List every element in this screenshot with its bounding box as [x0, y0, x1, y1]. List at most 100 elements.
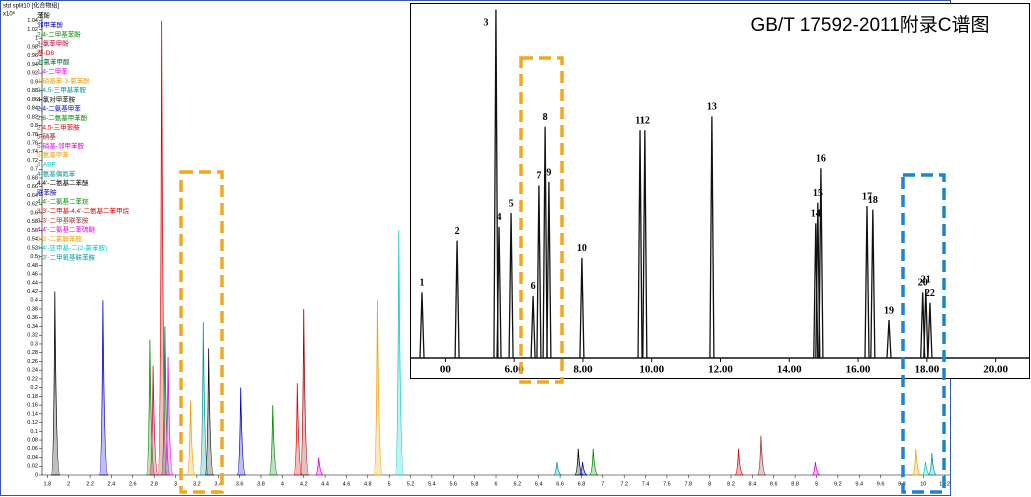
- peak: [315, 457, 324, 476]
- y-tick-label: 0.5: [30, 254, 38, 260]
- y-tick-label: 0.24: [27, 368, 38, 374]
- legend-entry: 1,4-二甲苯: [37, 67, 68, 76]
- y-tick-label: 0.02: [27, 464, 38, 470]
- peak: [373, 300, 383, 476]
- y-tick-label: 0.78: [27, 132, 38, 138]
- peak: [546, 181, 552, 359]
- x-tick-label: 10: [920, 481, 926, 487]
- peak: [98, 300, 109, 476]
- y-tick-label: 0.58: [27, 219, 38, 225]
- x-tick-label: 14.00: [777, 364, 802, 376]
- x-tick-label: 8.4: [749, 481, 757, 487]
- peak-label: 19: [884, 305, 894, 316]
- x-tick-label: 3.2: [193, 481, 201, 487]
- x-tick-label: 7.2: [620, 481, 628, 487]
- y-tick-label: 0.66: [27, 184, 38, 190]
- y-tick-label: 0.28: [27, 350, 38, 356]
- y-tick-label: 0.62: [27, 202, 38, 208]
- peak: [299, 309, 310, 476]
- y-tick-label: 0.88: [27, 88, 38, 94]
- highlight-boxes: [179, 56, 946, 494]
- inset-frame: [410, 3, 1030, 379]
- x-tick-label: 2: [67, 481, 70, 487]
- peak: [493, 9, 499, 359]
- x-tick-label: 2.2: [86, 481, 94, 487]
- peak: [886, 320, 892, 359]
- x-tick-label: 12.00: [708, 364, 733, 376]
- x-tick-label: 2.6: [129, 481, 137, 487]
- peak: [186, 400, 196, 476]
- y-tick-label: 0.6: [30, 210, 38, 216]
- y-tick-label: 0.94: [27, 62, 38, 68]
- peak-label: 2: [455, 226, 460, 237]
- peak: [508, 213, 514, 359]
- y-tick-label: 0.96: [27, 53, 38, 59]
- peak-label: 11: [635, 116, 644, 127]
- y-tick-label: 0.92: [27, 71, 38, 77]
- peak: [236, 387, 247, 476]
- peak-label: 15: [813, 188, 823, 199]
- x-tick-label: 8: [708, 481, 711, 487]
- inset-chart: 00 6.00 8.00 10.00 12.00 14.00 16.00 18.00 20.00…: [411, 9, 1030, 376]
- peak: [757, 435, 767, 476]
- peak: [928, 453, 937, 476]
- chart-title: std split10 [化合物组]: [3, 2, 59, 10]
- peak: [164, 357, 174, 476]
- legend-entry: 4-ABP: [37, 162, 56, 169]
- x-tick-label: 7.6: [663, 481, 671, 487]
- y-tick-label: 0.4: [30, 298, 38, 304]
- peak-label: 7: [536, 171, 541, 182]
- x-tick-label: 9.2: [834, 481, 842, 487]
- legend-entry: 联苯胺: [37, 187, 57, 196]
- peak-label: 10: [577, 243, 587, 254]
- legend-entry: 4,4'-二氨基二苯硫醚: [37, 225, 95, 234]
- x-tick-label: 3.4: [214, 481, 222, 487]
- peak: [553, 461, 562, 476]
- x-tick-label: 5.4: [428, 481, 436, 487]
- legend-entry: 5-硝基: [37, 132, 56, 141]
- x-tick-label: 6.6: [556, 481, 564, 487]
- legend-entry: 3,3'-二甲基-4,4'-二氨基二苯甲烷: [37, 206, 130, 215]
- peak: [496, 226, 502, 359]
- x-tick-label: 4.6: [343, 481, 351, 487]
- peak-label: 21: [921, 274, 931, 285]
- y-tick-label: 0.22: [27, 376, 38, 382]
- legend-entry: 2,6-二氨基甲苯酚: [37, 113, 88, 122]
- x-tick-label: 4.8: [364, 481, 372, 487]
- x-tick-label: 6: [494, 481, 497, 487]
- x-tick-label: 9.6: [877, 481, 885, 487]
- y-tick-label: 0.84: [27, 106, 38, 112]
- highlight-box: [901, 173, 946, 494]
- peak: [145, 339, 156, 476]
- peak: [157, 20, 168, 476]
- x-tick-label: 6.2: [514, 481, 522, 487]
- peak: [530, 295, 536, 359]
- y-tick-label: 0.82: [27, 114, 38, 120]
- peak: [204, 348, 215, 476]
- legend-entry: 3,3'-二甲氧基联苯胺: [37, 253, 95, 262]
- x-tick-label: 16.00: [846, 364, 871, 376]
- x-tick-label: 4.4: [321, 481, 329, 487]
- y-tick-label: 0.1: [30, 429, 38, 435]
- peak: [811, 461, 821, 476]
- peak: [268, 405, 279, 476]
- x-tick-label: 8.8: [791, 481, 799, 487]
- peak-label: 4: [497, 212, 502, 223]
- peak: [734, 448, 744, 476]
- y-tick-label: 0.52: [27, 245, 38, 251]
- legend-entry: 4-氯对甲苯胺: [37, 94, 76, 103]
- peak-label: 6: [531, 281, 536, 292]
- legend-entry: 4,4'-亚甲基-二(2-氯苯胺): [37, 243, 107, 252]
- y-tick-label: 0: [35, 472, 38, 478]
- peak-label: 22: [925, 288, 935, 299]
- y-tick-label: 0.9: [30, 79, 38, 85]
- peak: [923, 288, 929, 359]
- peak: [589, 448, 599, 476]
- y-tick-label: 0.64: [27, 193, 38, 199]
- legend-entry: 邻甲苯酚: [37, 20, 64, 29]
- peak-label: 5: [509, 198, 514, 209]
- y-tick-label: 0.74: [27, 149, 38, 155]
- peak: [864, 206, 870, 359]
- x-tick-label: 5.8: [471, 481, 479, 487]
- x-tick-label: 9.4: [855, 481, 863, 487]
